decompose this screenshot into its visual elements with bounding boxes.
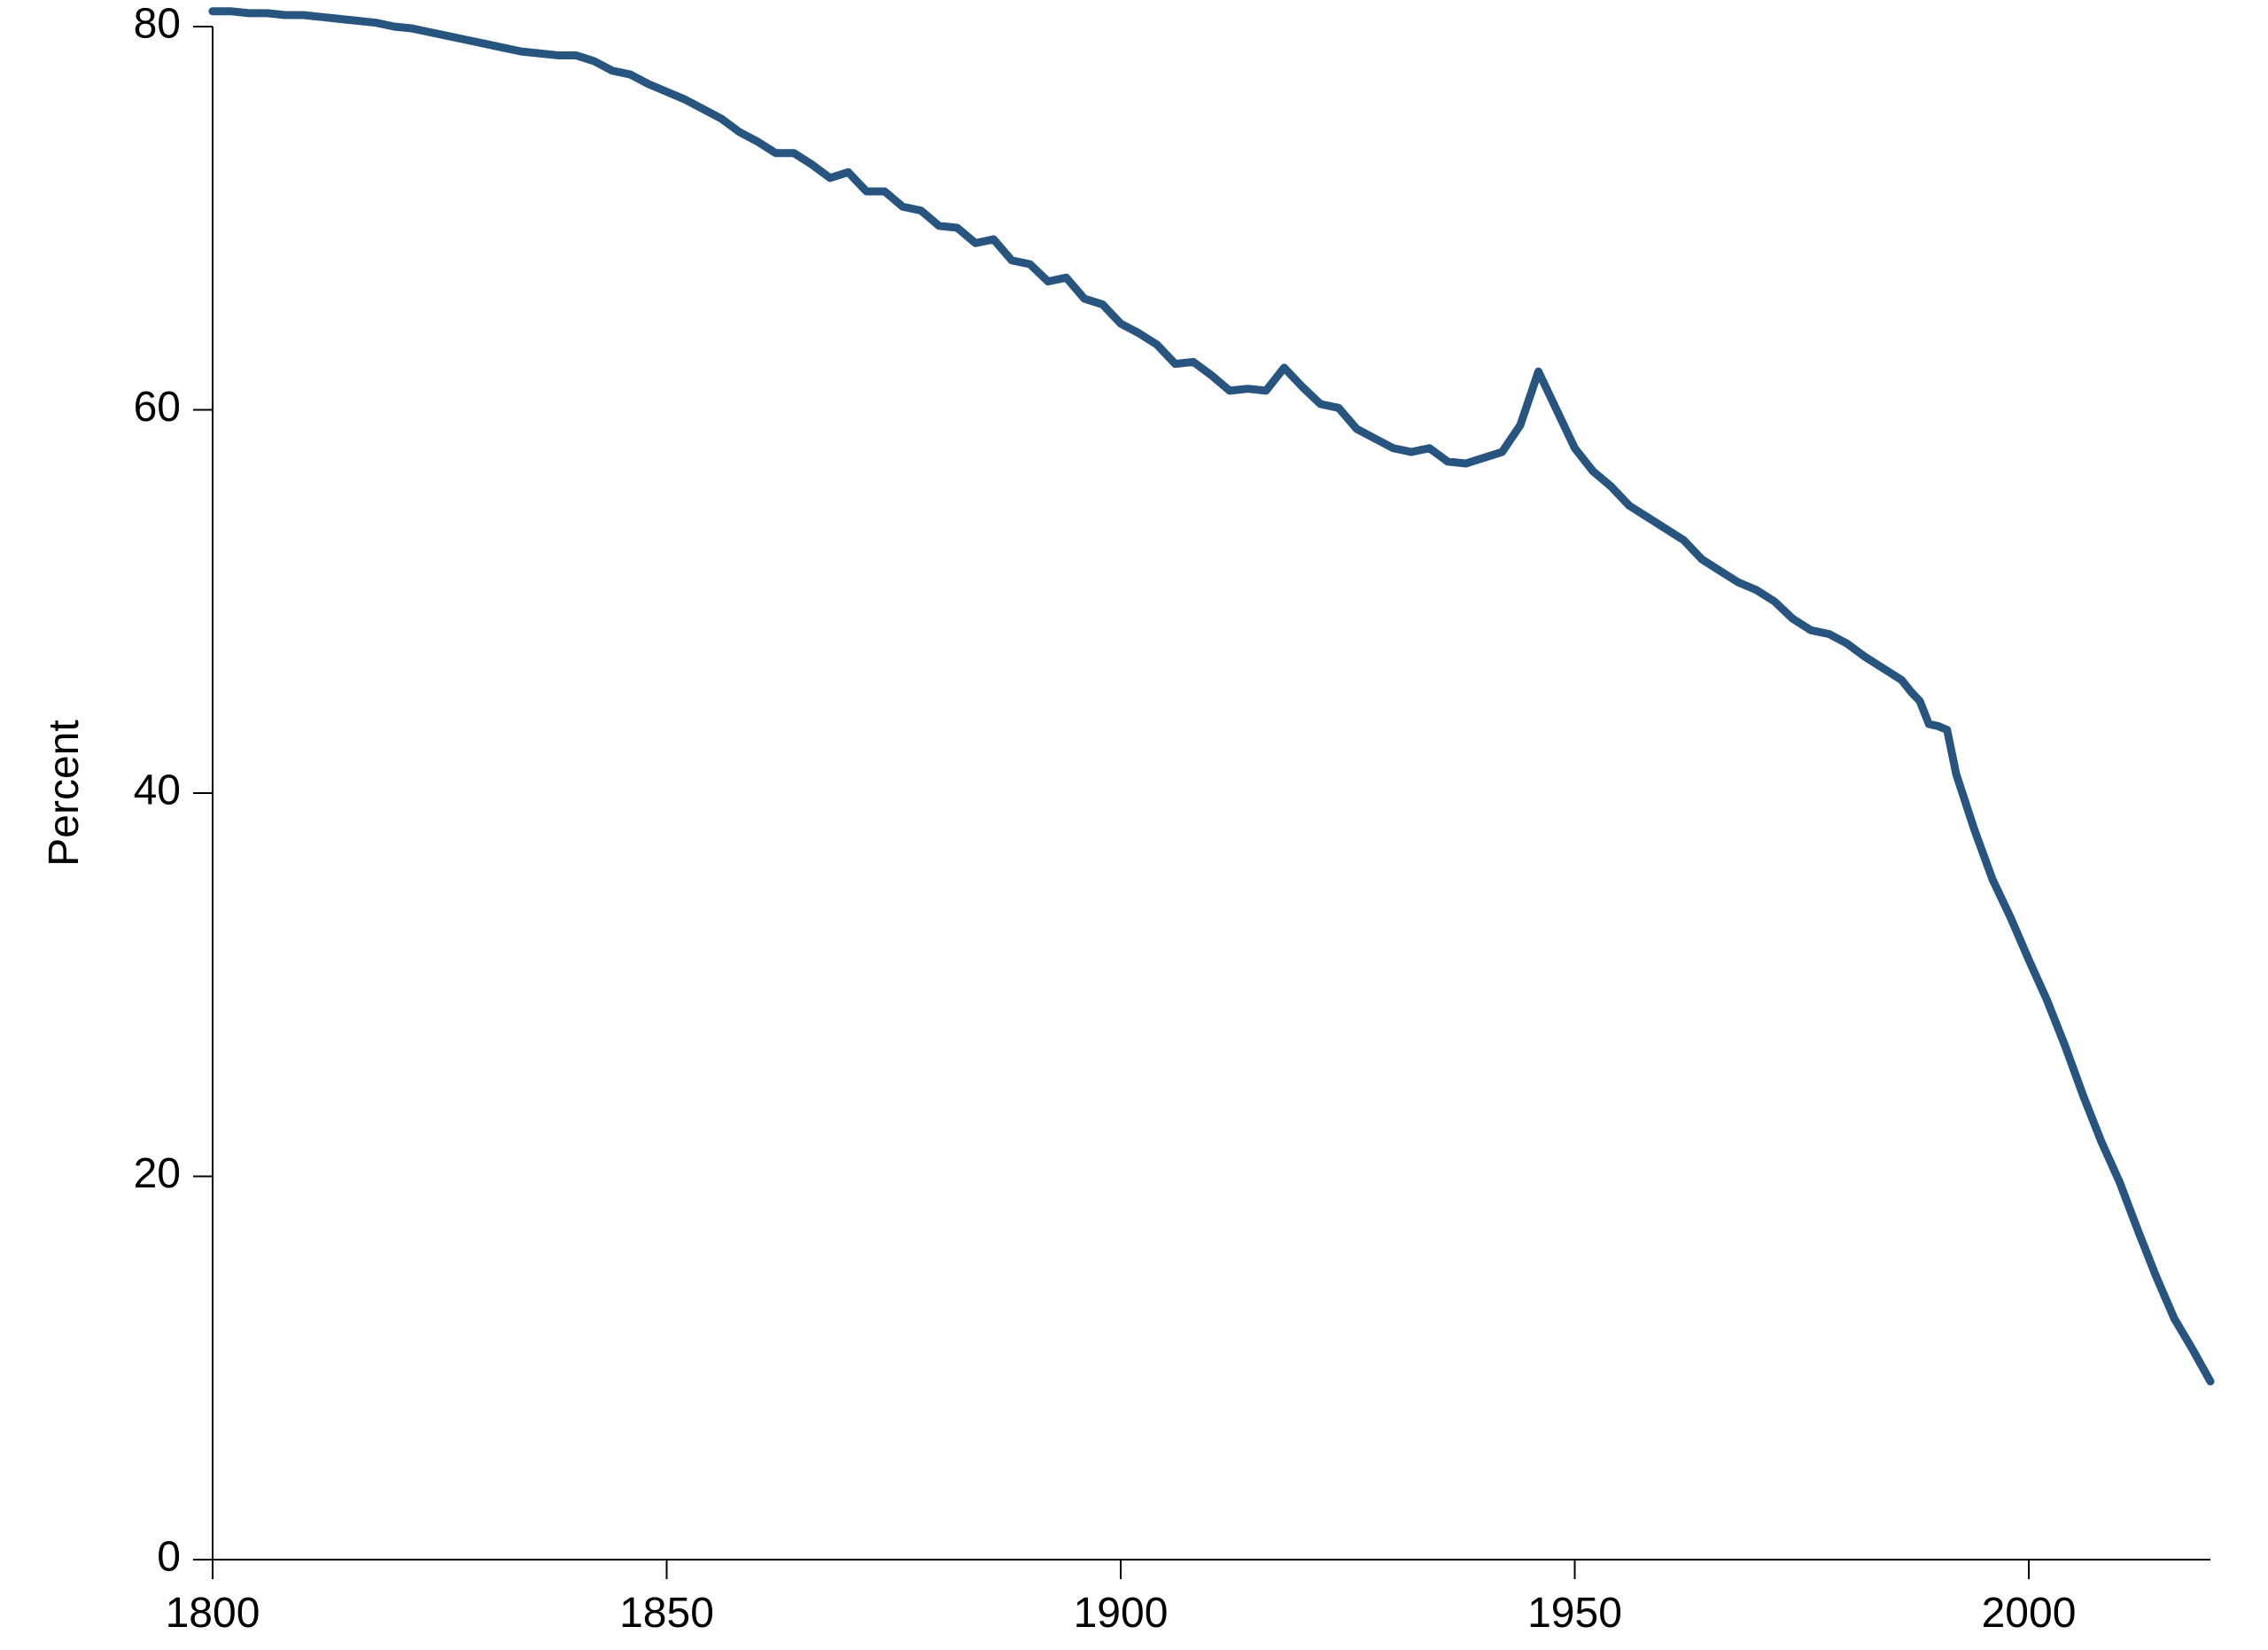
y-tick-label: 60 xyxy=(134,384,181,431)
chart-svg: 0 20 40 60 80 1800 1850 1900 1950 2000 Percent xyxy=(0,0,2268,1650)
y-tick-label: 40 xyxy=(134,767,181,814)
line-start-cap xyxy=(209,7,217,15)
x-tick-label: 1950 xyxy=(1527,1590,1622,1637)
x-tick-label: 2000 xyxy=(1982,1590,2077,1637)
line-chart: 0 20 40 60 80 1800 1850 1900 1950 2000 Percent xyxy=(0,0,2268,1650)
y-tick-label: 0 xyxy=(157,1534,181,1581)
y-tick-label: 80 xyxy=(134,1,181,48)
x-tick-label: 1900 xyxy=(1074,1590,1169,1637)
x-tick-label: 1850 xyxy=(619,1590,714,1637)
x-tick-label: 1800 xyxy=(166,1590,260,1637)
y-axis-title: Percent xyxy=(41,720,88,866)
y-tick-label: 20 xyxy=(134,1150,181,1197)
